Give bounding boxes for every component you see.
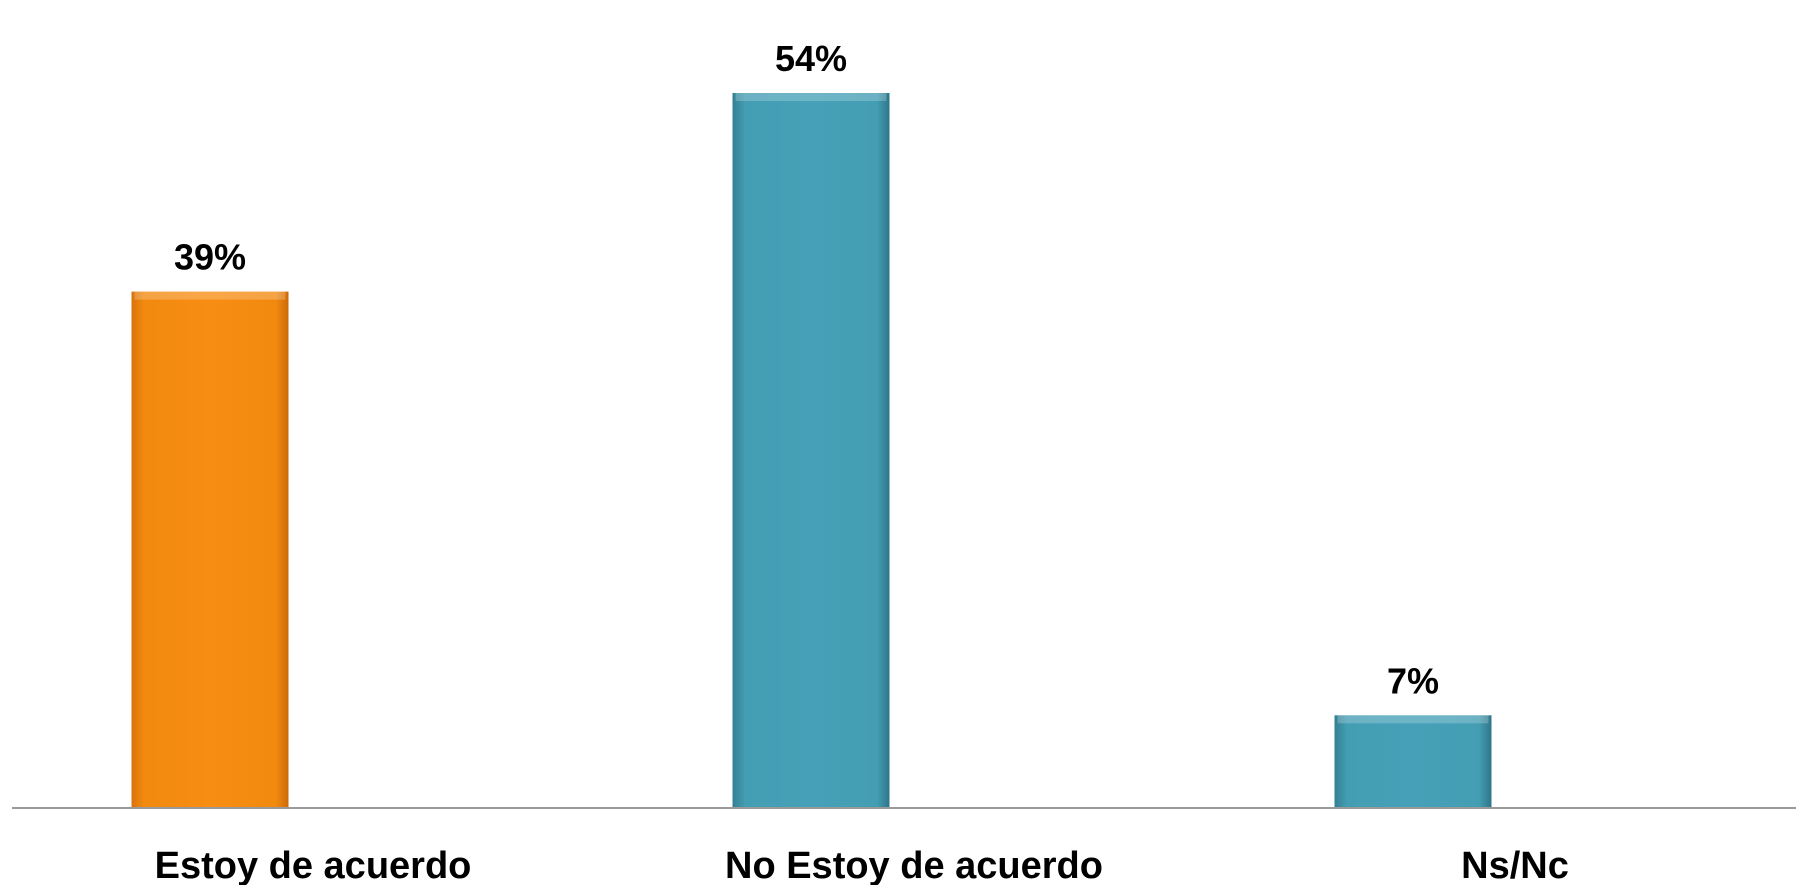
- bar-estoy-de-acuerdo: [131, 291, 289, 809]
- bar-bevel-ns-nc: [1337, 715, 1489, 724]
- category-label-no-estoy-de-acuerdo: No Estoy de acuerdo: [725, 845, 1103, 885]
- value-label-ns-nc: 7%: [1387, 660, 1439, 701]
- value-labels-group: 39% 54% 7%: [174, 38, 1439, 701]
- bar-no-estoy-de-acuerdo: [732, 93, 890, 808]
- category-label-estoy-de-acuerdo: Estoy de acuerdo: [155, 845, 472, 885]
- bars-group: [131, 93, 1492, 809]
- bar-ns-nc: [1334, 715, 1492, 808]
- value-label-estoy-de-acuerdo: 39%: [174, 237, 246, 278]
- category-labels-group: Estoy de acuerdo No Estoy de acuerdo Ns/Nc: [155, 845, 1569, 885]
- category-label-ns-nc: Ns/Nc: [1461, 845, 1569, 885]
- bar-bevel-estoy-de-acuerdo: [134, 291, 286, 300]
- value-label-no-estoy-de-acuerdo: 54%: [775, 38, 847, 79]
- bar-bevel-no-estoy-de-acuerdo: [735, 93, 887, 101]
